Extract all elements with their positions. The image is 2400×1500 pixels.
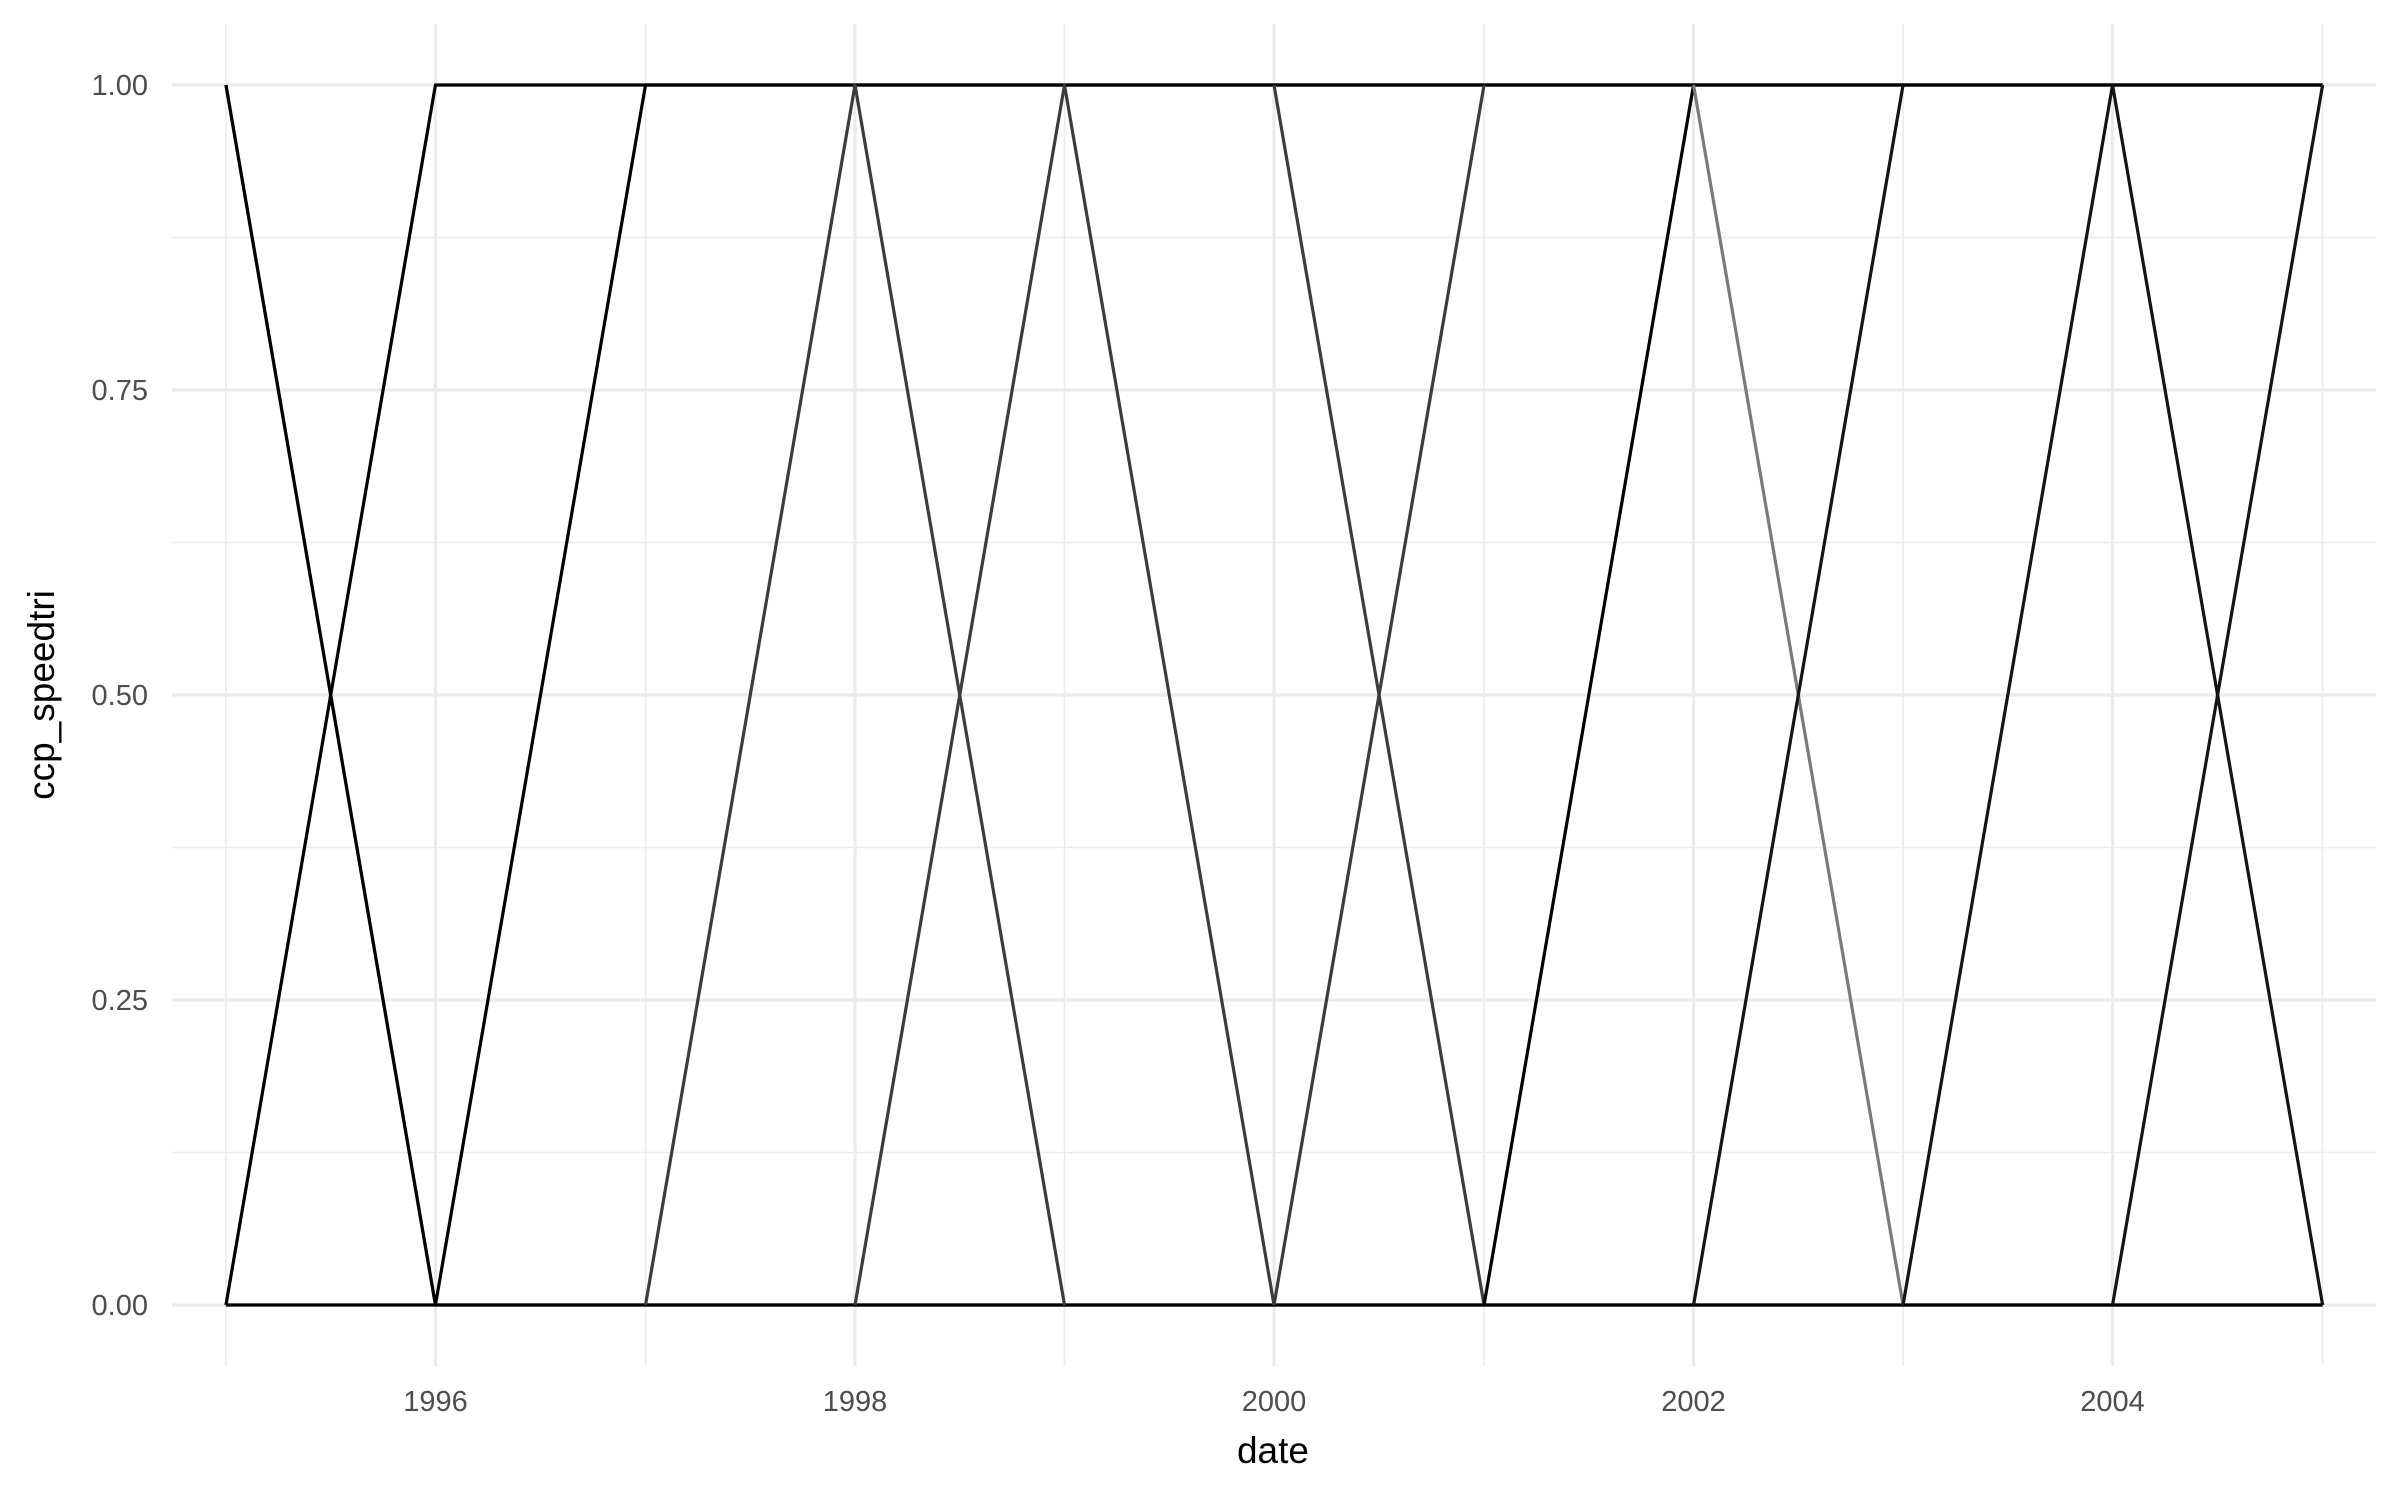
series-line	[853, 83, 1276, 1306]
x-axis-tick-labels: 1996 1998 2000 2002 2004	[403, 1386, 2145, 1418]
y-tick-label: 0.00	[92, 1290, 148, 1322]
series-line	[1691, 84, 1905, 1306]
x-tick-label: 2002	[1661, 1386, 1726, 1418]
x-tick-label: 2000	[1242, 1386, 1307, 1418]
series-layer	[224, 83, 2325, 1307]
y-axis-tick-labels: 0.00 0.25 0.50 0.75 1.00	[92, 70, 148, 1322]
y-tick-label: 0.75	[92, 375, 148, 407]
series-line	[643, 83, 1067, 1306]
y-axis-title: ccp_speedtri	[21, 590, 62, 800]
series-line	[1482, 84, 1696, 1306]
series-line	[2110, 84, 2325, 1306]
x-tick-label: 1996	[403, 1386, 468, 1418]
series-line	[1901, 83, 2325, 1306]
x-axis-title: date	[1237, 1430, 1309, 1471]
y-tick-label: 1.00	[92, 70, 148, 102]
series-line	[225, 83, 2323, 1307]
major-x-gridlines	[433, 24, 2115, 1366]
y-tick-label: 0.50	[92, 680, 148, 712]
series-line	[1272, 84, 1486, 1306]
y-tick-label: 0.25	[92, 985, 148, 1017]
x-tick-label: 1998	[823, 1386, 888, 1418]
x-tick-label: 2004	[2080, 1386, 2145, 1418]
